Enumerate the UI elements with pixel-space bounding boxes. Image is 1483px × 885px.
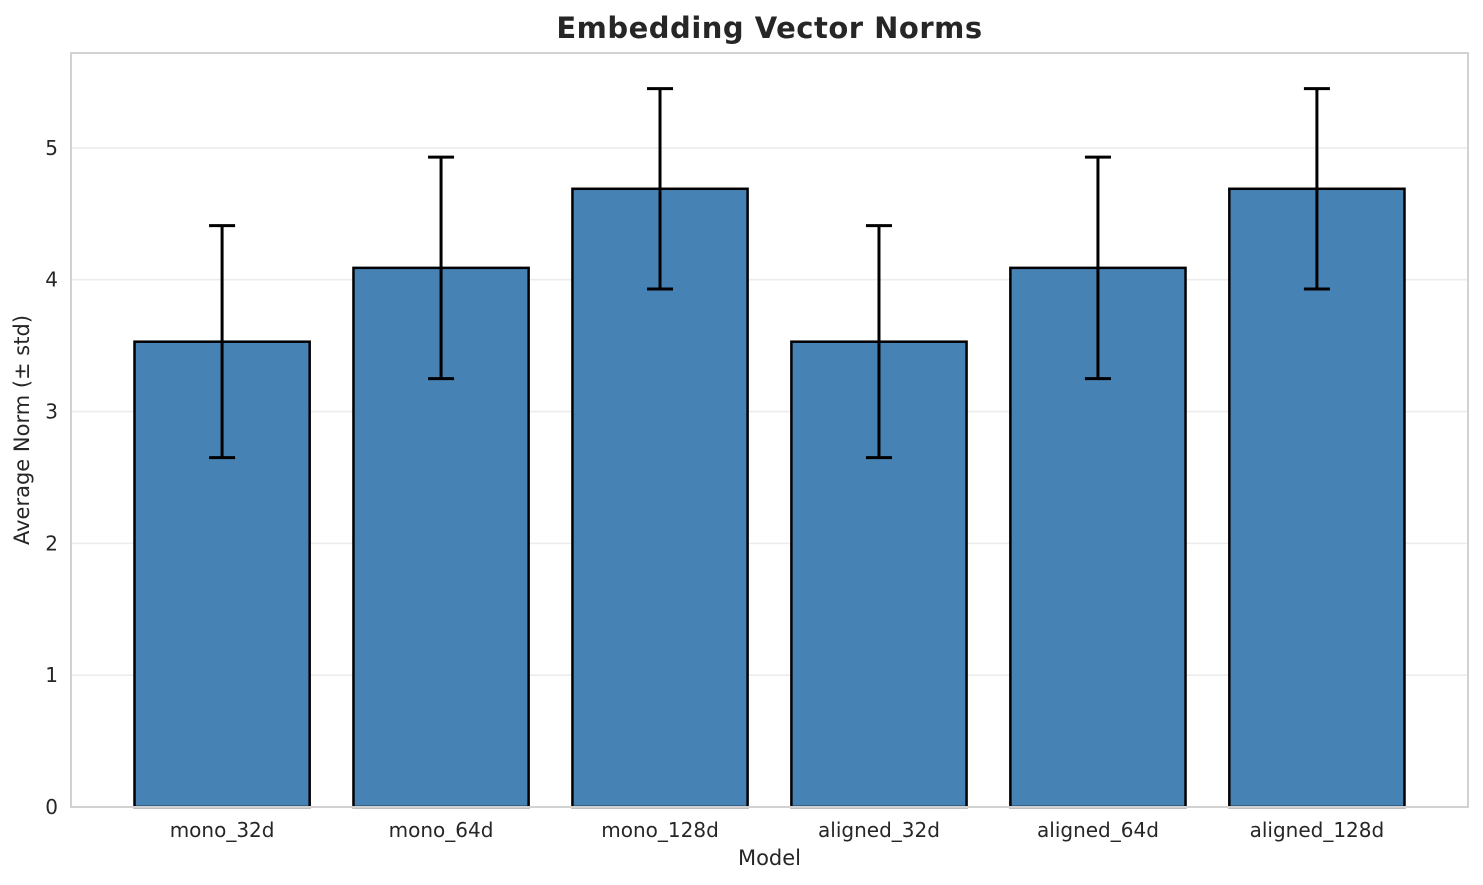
chart-title: Embedding Vector Norms (556, 11, 983, 45)
y-tick-label: 1 (45, 663, 58, 687)
y-tick-label: 0 (45, 795, 58, 819)
y-tick-label: 5 (45, 136, 58, 160)
plot-border (70, 52, 1469, 808)
x-axis-label: Model (737, 846, 802, 870)
x-tick-label: mono_64d (389, 818, 494, 842)
bar-mono_128d (571, 187, 749, 809)
bar-aligned_128d (1228, 187, 1406, 809)
x-tick-label: aligned_128d (1250, 818, 1385, 842)
x-tick-label: aligned_64d (1037, 818, 1159, 842)
y-tick-label: 2 (45, 531, 58, 555)
x-tick-label: aligned_32d (818, 818, 940, 842)
x-tick-label: mono_128d (601, 818, 719, 842)
y-tick-label: 3 (45, 400, 58, 424)
x-tick-label: mono_32d (170, 818, 275, 842)
y-tick-label: 4 (45, 268, 58, 292)
